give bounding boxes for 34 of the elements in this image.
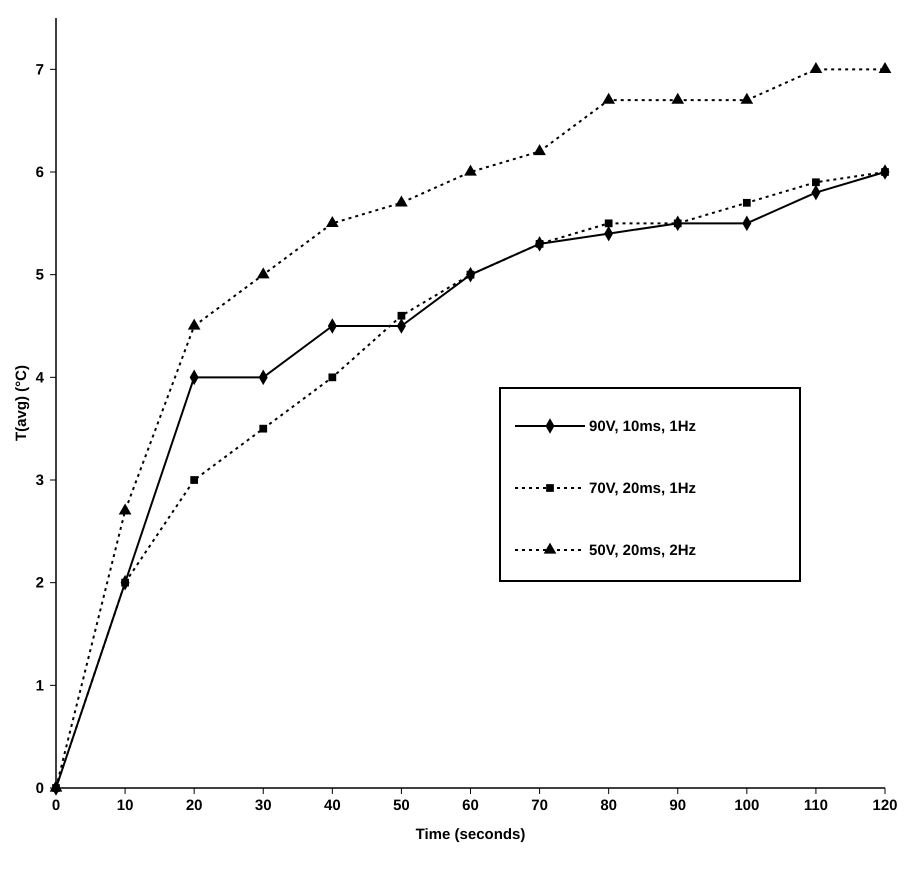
x-tick-label: 50	[393, 797, 410, 814]
legend-label: 70V, 20ms, 1Hz	[589, 480, 696, 497]
x-tick-label: 10	[116, 797, 134, 814]
x-tick-label: 80	[600, 797, 618, 814]
y-axis-title: T(avg) (°C)	[13, 365, 30, 441]
x-tick-label: 0	[52, 797, 60, 814]
y-tick-label: 5	[36, 266, 44, 284]
x-tick-label: 60	[462, 797, 479, 814]
x-tick-label: 30	[254, 797, 272, 814]
point	[398, 312, 406, 320]
point	[190, 476, 198, 484]
x-tick-label: 90	[669, 797, 686, 814]
point	[742, 198, 751, 207]
y-tick-label: 3	[36, 472, 44, 489]
x-tick-label: 100	[734, 797, 760, 814]
y-tick-label: 2	[36, 574, 44, 592]
x-tick-label: 20	[186, 797, 203, 814]
y-tick-label: 4	[36, 369, 45, 386]
point	[674, 219, 682, 228]
y-tick-label: 7	[36, 61, 44, 78]
x-tick-label: 110	[804, 797, 828, 814]
point	[328, 373, 336, 382]
legend-label: 90V, 10ms, 1Hz	[589, 418, 696, 435]
x-tick-label: 70	[531, 797, 548, 814]
point	[812, 178, 820, 186]
y-tick-label: 1	[36, 677, 44, 694]
legend-label: 50V, 20ms, 2Hz	[589, 542, 696, 559]
x-axis-title: Time (seconds)	[416, 826, 526, 843]
y-tick-label: 0	[36, 780, 44, 797]
point	[604, 219, 613, 228]
x-tick-label: 40	[324, 797, 341, 814]
y-tick-label: 6	[36, 164, 44, 181]
point	[259, 424, 268, 433]
x-tick-label: 120	[872, 797, 898, 814]
